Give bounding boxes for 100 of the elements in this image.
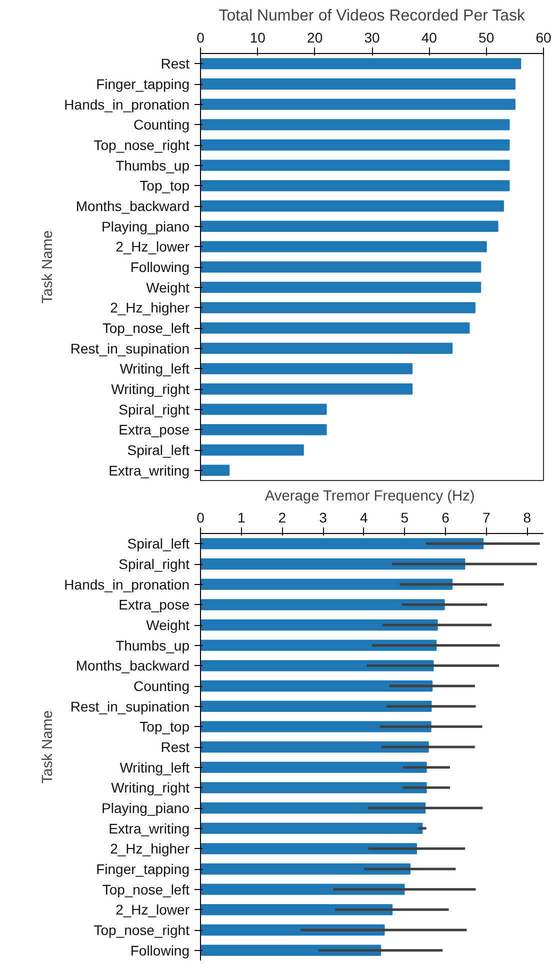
bar (200, 944, 382, 956)
bar (200, 843, 418, 854)
bar (200, 660, 434, 672)
y-tick-label: Thumbs_up (116, 157, 190, 174)
y-tick-label: Writing_left (120, 759, 190, 776)
y-tick-label: Extra_writing (108, 820, 190, 836)
bar (200, 822, 423, 834)
y-tick-label: Top_nose_left (102, 881, 190, 898)
y-tick-label: Extra_writing (108, 462, 190, 478)
y-axis-title: Task Name (40, 710, 56, 784)
bar (200, 58, 522, 70)
bar (200, 863, 410, 875)
y-tick-label: Writing_left (120, 360, 190, 377)
bar (200, 741, 429, 753)
y-tick-label: Playing_piano (102, 800, 190, 816)
bar (200, 424, 327, 436)
y-tick-label: Writing_right (111, 381, 190, 397)
y-tick-label: Rest (160, 56, 190, 72)
bar (200, 322, 470, 334)
y-tick-label: Counting (133, 678, 190, 694)
bar (200, 904, 393, 916)
y-tick-label: Top_nose_right (94, 922, 190, 938)
chart-title: Total Number of Videos Recorded Per Task (218, 8, 526, 24)
bar (200, 884, 405, 895)
y-tick-label: Months_backward (76, 658, 190, 674)
bar (200, 464, 230, 476)
y-tick-label: Extra_pose (118, 596, 190, 613)
x-tick-label: 7 (482, 510, 490, 526)
y-tick-label: Spiral_right (118, 401, 190, 418)
bar (200, 220, 498, 232)
x-tick-label: 40 (421, 30, 438, 46)
y-tick-label: Counting (133, 116, 190, 133)
x-axis-title: Average Tremor Frequency (Hz) (264, 488, 475, 504)
y-tick-label: Playing_piano (102, 218, 190, 234)
bar (200, 78, 516, 90)
bar (200, 180, 510, 192)
bar (200, 599, 445, 610)
y-tick-label: Top_top (140, 718, 190, 735)
bar (200, 640, 437, 651)
x-tick-label: 6 (442, 510, 450, 526)
y-tick-label: Top_top (140, 178, 190, 194)
y-tick-label: Weight (146, 617, 190, 633)
bar (200, 139, 510, 151)
bar (200, 261, 482, 273)
y-tick-label: Writing_right (111, 780, 190, 796)
x-tick-label: 4 (360, 510, 368, 526)
y-axis-title: Task Name (40, 230, 56, 304)
bar (200, 98, 516, 110)
y-tick-label: Top_nose_left (102, 320, 190, 336)
y-tick-label: Following (130, 259, 190, 275)
x-tick-label: 3 (319, 510, 328, 526)
y-tick-label: Rest_in_supination (70, 340, 190, 356)
bar (200, 302, 476, 314)
y-tick-label: Extra_pose (118, 422, 190, 438)
y-tick-label: Hands_in_pronation (64, 576, 190, 592)
x-tick-label: 8 (523, 510, 532, 526)
y-tick-label: Rest (160, 739, 190, 755)
x-tick-label: 0 (196, 510, 205, 526)
bar (200, 619, 438, 631)
y-tick-label: Weight (146, 279, 190, 296)
bar (200, 282, 482, 293)
bar (200, 558, 466, 570)
x-tick-label: 50 (478, 30, 494, 46)
bar (200, 342, 453, 354)
bar (200, 160, 510, 171)
y-tick-label: Top_nose_right (94, 137, 190, 153)
y-tick-label: Thumbs_up (116, 637, 190, 654)
bar (200, 119, 510, 130)
y-tick-label: Months_backward (76, 198, 190, 214)
y-tick-label: Spiral_right (118, 556, 190, 572)
y-tick-label: 2_Hz_lower (116, 238, 190, 255)
bar (200, 200, 504, 212)
bar (200, 680, 433, 692)
y-tick-label: 2_Hz_higher (110, 300, 190, 316)
y-tick-label: Following (130, 942, 190, 958)
y-tick-label: Finger_tapping (96, 76, 190, 92)
bar (200, 578, 453, 590)
x-tick-label: 30 (364, 30, 380, 46)
bar (200, 721, 432, 732)
bar (200, 363, 413, 374)
x-tick-label: 0 (196, 30, 205, 46)
y-tick-label: 2_Hz_higher (110, 840, 190, 857)
y-tick-label: Rest_in_supination (70, 698, 190, 714)
y-tick-label: Finger_tapping (96, 861, 190, 877)
y-tick-label: Hands_in_pronation (64, 96, 190, 112)
y-tick-label: Spiral_left (127, 442, 190, 458)
bar (200, 241, 487, 252)
x-tick-label: 2 (278, 510, 286, 526)
bar (200, 383, 413, 395)
x-tick-label: 60 (536, 30, 551, 46)
bar (200, 404, 327, 415)
y-tick-label: 2_Hz_lower (116, 902, 190, 918)
bar (200, 444, 304, 456)
bar (200, 782, 427, 794)
y-tick-label: Spiral_left (127, 536, 190, 552)
bar (200, 700, 432, 712)
bar (200, 538, 484, 550)
x-tick-label: 1 (237, 510, 246, 526)
x-tick-label: 10 (250, 30, 266, 46)
bar (200, 762, 427, 773)
